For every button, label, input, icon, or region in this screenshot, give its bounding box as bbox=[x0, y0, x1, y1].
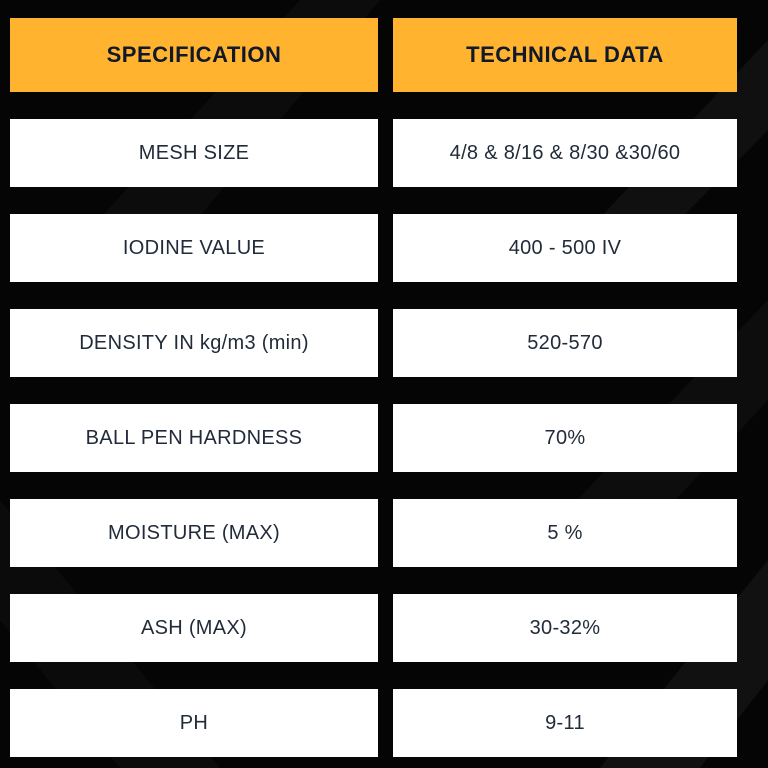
spec-label: MESH SIZE bbox=[138, 141, 250, 164]
value-label: 400 - 500 IV bbox=[508, 236, 622, 259]
table-row-value-ph: 9-11 bbox=[393, 689, 737, 757]
spec-label: IODINE VALUE bbox=[122, 236, 266, 259]
table-row-value-moisture: 5 % bbox=[393, 499, 737, 567]
table-row-spec-iodine-value: IODINE VALUE bbox=[10, 214, 378, 282]
spec-label: ASH (MAX) bbox=[140, 616, 248, 639]
header-technical-data-label: TECHNICAL DATA bbox=[466, 42, 664, 67]
header-technical-data: TECHNICAL DATA bbox=[393, 18, 737, 92]
table-row-spec-mesh-size: MESH SIZE bbox=[10, 119, 378, 187]
table-row-spec-ash: ASH (MAX) bbox=[10, 594, 378, 662]
spec-label: MOISTURE (MAX) bbox=[108, 521, 280, 544]
spec-table: SPECIFICATION TECHNICAL DATA MESH SIZE 4… bbox=[10, 18, 737, 757]
table-row-value-iodine-value: 400 - 500 IV bbox=[393, 214, 737, 282]
table-row-spec-moisture: MOISTURE (MAX) bbox=[10, 499, 378, 567]
value-label: 520-570 bbox=[527, 331, 603, 354]
value-label: 30-32% bbox=[529, 616, 601, 639]
table-row-value-density: 520-570 bbox=[393, 309, 737, 377]
table-row-spec-ball-pen-hardness: BALL PEN HARDNESS bbox=[10, 404, 378, 472]
table-row-value-ball-pen-hardness: 70% bbox=[393, 404, 737, 472]
value-label: 5 % bbox=[547, 521, 583, 544]
spec-label: PH bbox=[179, 711, 209, 734]
header-specification-label: SPECIFICATION bbox=[106, 42, 282, 67]
spec-label: BALL PEN HARDNESS bbox=[85, 426, 303, 449]
table-row-value-mesh-size: 4/8 & 8/16 & 8/30 &30/60 bbox=[393, 119, 737, 187]
value-label: 4/8 & 8/16 & 8/30 &30/60 bbox=[449, 141, 681, 164]
table-row-spec-ph: PH bbox=[10, 689, 378, 757]
value-label: 9-11 bbox=[545, 711, 585, 734]
value-label: 70% bbox=[544, 426, 586, 449]
table-row-spec-density: DENSITY IN kg/m3 (min) bbox=[10, 309, 378, 377]
spec-label: DENSITY IN kg/m3 (min) bbox=[79, 331, 309, 354]
table-row-value-ash: 30-32% bbox=[393, 594, 737, 662]
header-specification: SPECIFICATION bbox=[10, 18, 378, 92]
